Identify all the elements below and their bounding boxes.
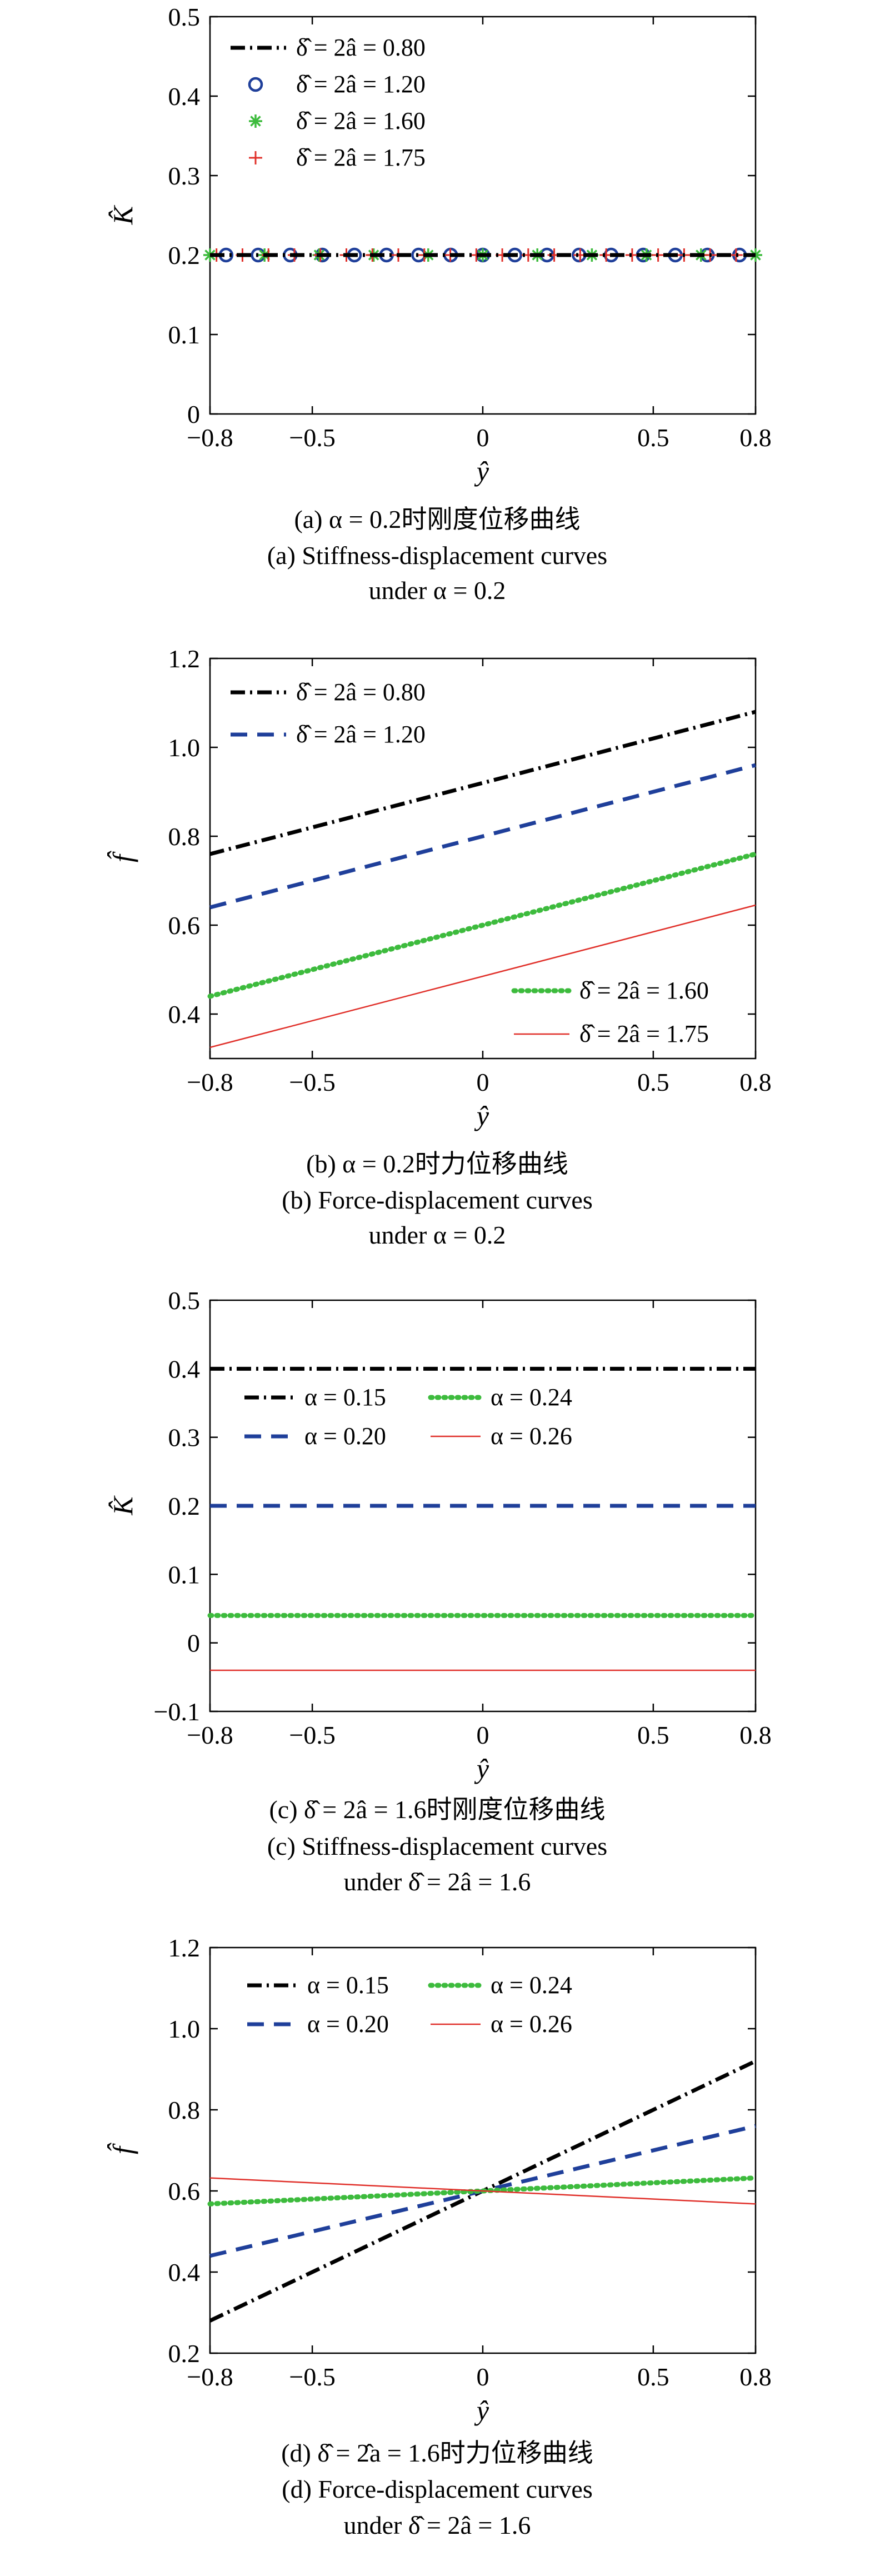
- y-tick-label: 0.1: [168, 1560, 201, 1589]
- y-tick-label: 1.0: [168, 733, 201, 762]
- x-tick-label: 0.8: [739, 1721, 772, 1749]
- series-line: [209, 2177, 756, 2205]
- y-tick-label: 0.4: [168, 1355, 201, 1383]
- y-tick-label: 0.6: [168, 2177, 201, 2205]
- y-tick-label: 1.0: [168, 2015, 201, 2043]
- caption-line: (d) Force-displacement curves: [282, 2475, 592, 2503]
- caption-line: under δ̂ = 2â = 1.6: [344, 1868, 531, 1896]
- chart-panel-b: 0.4 0.6 0.8 1.0 1.2 −0.8 −0.5 0 0.5 0.8 ŷ f̂ δ̂ = 2â…: [107, 645, 772, 1249]
- legend-marker: [249, 151, 262, 164]
- legend-marker: [249, 114, 262, 128]
- x-tick-label: −0.5: [289, 1068, 335, 1096]
- y-tick-label: 0.2: [168, 241, 201, 269]
- y-tick-label: 0.4: [168, 82, 201, 111]
- legend-label: δ̂ = 2â = 0.80: [296, 34, 426, 61]
- y-tick-label: 0: [187, 400, 200, 428]
- x-tick-label: −0.8: [187, 423, 233, 452]
- caption-line: (c) δ̂ = 2â = 1.6时刚度位移曲线: [269, 1795, 605, 1824]
- x-tick-label: 0.5: [637, 2363, 669, 2391]
- y-tick-label: 0: [187, 1629, 200, 1658]
- y-tick-label: 0.8: [168, 2096, 201, 2124]
- caption-line: (b) α = 0.2时力位移曲线: [306, 1150, 568, 1178]
- legend-label: δ̂ = 2â = 1.60: [579, 977, 709, 1004]
- legend-label: α = 0.15: [307, 1971, 389, 1999]
- x-tick-label: 0.8: [739, 423, 772, 452]
- caption-line: under α = 0.2: [369, 576, 506, 605]
- chart-panel-c: −0.1 0 0.1 0.2 0.3 0.4 0.5 −0.8 −0.5 0 0.5 0.8 ŷ K̂ α …: [107, 1286, 772, 1896]
- legend-label: α = 0.26: [491, 1422, 572, 1450]
- y-axis-label: K̂: [107, 204, 138, 225]
- legend-label: α = 0.20: [304, 1422, 386, 1450]
- y-axis-label: f̂: [107, 2143, 138, 2154]
- legend-label: α = 0.20: [307, 2010, 389, 2038]
- x-axis-label: ŷ: [474, 2395, 489, 2426]
- y-axis-label: f̂: [107, 851, 138, 862]
- legend-label: δ̂ = 2â = 1.75: [579, 1020, 709, 1047]
- caption-line: under α = 0.2: [369, 1221, 506, 1249]
- caption-line: under δ̂ = 2â = 1.6: [344, 2511, 531, 2539]
- x-axis-label: ŷ: [474, 1753, 489, 1784]
- series-line: [207, 851, 758, 999]
- caption-line: (b) Force-displacement curves: [282, 1186, 592, 1214]
- plot-frame: [209, 1946, 757, 2354]
- x-tick-label: −0.8: [187, 1721, 233, 1749]
- y-axis-label: K̂: [107, 1495, 138, 1516]
- series-line: [209, 710, 756, 856]
- plot-frame: [209, 16, 757, 415]
- series-marker: [625, 248, 639, 262]
- y-tick-label: 0.4: [168, 2258, 201, 2287]
- series-line: [209, 763, 756, 910]
- y-tick-label: 0.2: [168, 2339, 201, 2368]
- legend-label: α = 0.26: [491, 2010, 572, 2038]
- x-tick-label: 0.5: [637, 1068, 669, 1096]
- x-tick-label: −0.5: [289, 1721, 335, 1749]
- legend-label: δ̂ = 2â = 1.60: [296, 107, 426, 134]
- series-marker: [729, 248, 743, 262]
- x-tick-label: 0.8: [739, 1068, 772, 1096]
- caption-line: (a) α = 0.2时刚度位移曲线: [294, 505, 580, 533]
- caption-line: (a) Stiffness-displacement curves: [267, 541, 607, 570]
- legend-label: δ̂ = 2â = 1.75: [296, 144, 426, 171]
- x-tick-label: 0.5: [637, 1721, 669, 1749]
- series-line: [209, 904, 756, 1049]
- x-tick-label: 0: [477, 423, 489, 452]
- legend-label: α = 0.24: [491, 1971, 572, 1999]
- legend-label: δ̂ = 2â = 1.20: [296, 71, 426, 98]
- y-tick-label: 1.2: [168, 1934, 201, 1962]
- x-tick-label: 0: [477, 2363, 489, 2391]
- y-tick-label: 0.5: [168, 3, 201, 31]
- legend-label: δ̂ = 2â = 0.80: [296, 678, 426, 706]
- y-tick-label: 0.1: [168, 321, 201, 349]
- x-axis-label: ŷ: [474, 1100, 489, 1131]
- caption-line: (d) δ̂ = 2̂a = 1.6时力位移曲线: [281, 2439, 593, 2467]
- x-tick-label: −0.8: [187, 2363, 233, 2391]
- x-axis-label: ŷ: [474, 456, 489, 487]
- y-tick-label: 0.2: [168, 1492, 201, 1520]
- caption-line: (c) Stiffness-displacement curves: [267, 1832, 607, 1860]
- legend-label: α = 0.15: [304, 1384, 386, 1411]
- chart-panel-a: 0 0.1 0.2 0.3 0.4 0.5 −0.8 −0.5 0 0.5 0.8 ŷ K̂ δ̂ = 2…: [107, 3, 772, 605]
- x-tick-label: 0: [477, 1068, 489, 1096]
- y-tick-label: 0.8: [168, 822, 201, 851]
- x-tick-label: 0: [477, 1721, 489, 1749]
- y-tick-label: 1.2: [168, 645, 201, 673]
- asterisk-stroke: [250, 116, 261, 127]
- x-tick-label: −0.8: [187, 1068, 233, 1096]
- y-tick-label: 0.6: [168, 911, 201, 940]
- x-tick-label: −0.5: [289, 2363, 335, 2391]
- y-tick-label: 0.3: [168, 1424, 201, 1452]
- chart-panel-d: 0.2 0.4 0.6 0.8 1.0 1.2 −0.8 −0.5 0 0.5 0.8 ŷ f̂ α = …: [107, 1934, 772, 2539]
- x-tick-label: 0.5: [637, 423, 669, 452]
- x-tick-label: 0.8: [739, 2363, 772, 2391]
- y-tick-label: 0.3: [168, 162, 201, 190]
- y-tick-label: 0.4: [168, 1000, 201, 1029]
- legend-marker: [248, 77, 263, 92]
- x-tick-label: −0.5: [289, 423, 335, 452]
- y-tick-label: −0.1: [154, 1698, 200, 1726]
- y-tick-label: 0.5: [168, 1286, 201, 1315]
- series-markers: [209, 248, 743, 262]
- legend-label: α = 0.24: [491, 1384, 572, 1411]
- legend-label: δ̂ = 2â = 1.20: [296, 721, 426, 748]
